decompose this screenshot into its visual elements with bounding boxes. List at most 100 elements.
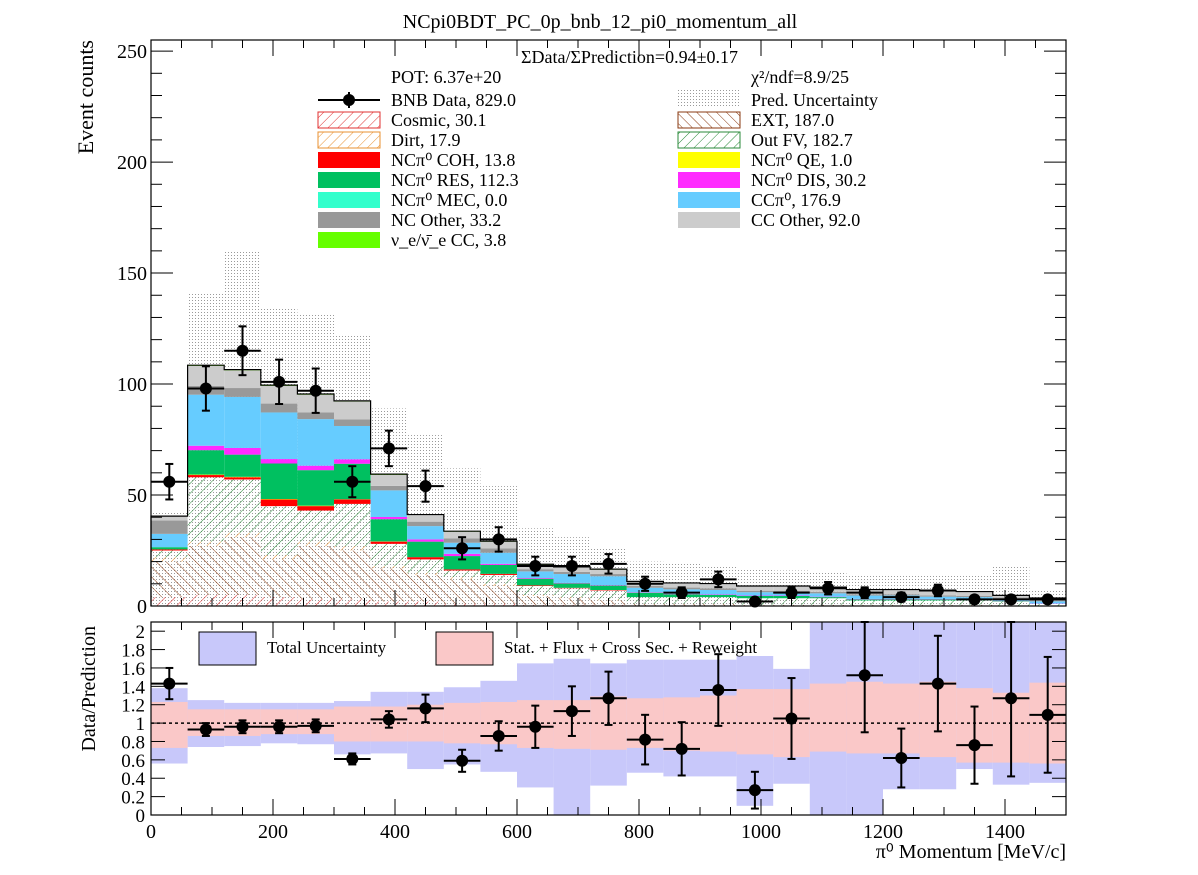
stack-bar — [151, 520, 188, 534]
chart-title: NCpi0BDT_PC_0p_bnb_12_pi0_momentum_all — [403, 11, 798, 33]
stack-bar — [151, 561, 188, 598]
ratio-marker — [712, 684, 725, 697]
data-marker — [1041, 593, 1054, 606]
ratio-point — [517, 704, 554, 749]
stack-bar — [553, 598, 591, 605]
stack-bar — [187, 594, 225, 606]
legend-swatch — [678, 192, 740, 208]
legend-swatch — [677, 131, 741, 149]
stack-bar — [590, 574, 627, 577]
stack-bar — [260, 459, 298, 464]
ratio-marker — [895, 752, 908, 765]
data-marker — [236, 344, 249, 357]
stack-bar — [407, 559, 444, 573]
stack-bar — [590, 585, 627, 591]
ratio-point — [480, 720, 517, 752]
stack-series-3 — [151, 477, 1066, 606]
data-point — [480, 526, 517, 553]
stack-bar — [700, 594, 737, 598]
stack-bar — [480, 563, 517, 565]
y-tick-label: 150 — [117, 263, 147, 285]
ratio-marker — [602, 692, 615, 705]
stack-bar — [919, 600, 957, 605]
ratio-marker — [748, 784, 761, 797]
stack-bar — [224, 537, 261, 595]
stack-bar — [370, 474, 408, 486]
stack-bar — [407, 557, 444, 560]
y-tick-label: 200 — [117, 152, 147, 174]
stack-bar — [663, 597, 700, 604]
stack-bar — [334, 550, 371, 600]
ratio-y-axis-label: Data/Prediction — [78, 626, 100, 752]
stack-bar — [370, 519, 408, 542]
legend-swatch — [678, 90, 740, 108]
legend-label: NCπ⁰ COH, 13.8 — [391, 150, 515, 170]
ratio-point — [663, 721, 700, 777]
stack-bar — [151, 533, 188, 548]
stack-bar — [260, 463, 298, 500]
ratio-legend-stat: Stat. + Flux + Cross Sec. + Reweight — [435, 631, 757, 666]
data-point — [334, 465, 371, 499]
stack-bar — [187, 477, 225, 542]
legend: BNB Data, 829.0 Pred. Uncertainty Cosmic, … — [317, 90, 878, 250]
stack-bar — [626, 603, 664, 606]
data-marker — [931, 584, 944, 597]
data-marker — [822, 582, 835, 595]
ratio-marker — [639, 733, 652, 746]
data-point — [407, 469, 444, 503]
ratio-marker — [456, 754, 469, 767]
legend-label: Dirt, 17.9 — [391, 130, 461, 150]
ratio-marker — [199, 723, 212, 736]
stack-bar — [480, 564, 517, 574]
data-point — [663, 586, 700, 600]
stack-bar — [407, 572, 444, 575]
ratio-marker — [529, 720, 542, 733]
data-marker — [419, 480, 432, 493]
data-marker — [895, 591, 908, 604]
stack-bar — [297, 412, 334, 420]
stack-bar — [187, 546, 225, 595]
ratio-marker — [346, 752, 359, 765]
stack-bar — [846, 600, 883, 605]
stack-bar — [260, 554, 298, 560]
header-ratio-text: ΣData/ΣPrediction=0.94±0.17 — [521, 47, 738, 67]
header-chi2-text: χ²/ndf=8.9/25 — [750, 67, 849, 87]
stack-bar — [736, 586, 774, 591]
legend-label: NCπ⁰ MEC, 0.0 — [391, 190, 507, 210]
ratio-point — [334, 752, 371, 766]
stack-bar — [334, 459, 371, 464]
stack-bar — [553, 583, 591, 588]
legend-item-series-3: Out FV, 182.7 — [677, 130, 853, 150]
stack-bar — [334, 425, 371, 460]
data-point — [992, 593, 1030, 606]
data-marker — [858, 586, 871, 599]
stack-bar — [919, 596, 957, 599]
y-axis-label: Event counts — [73, 40, 98, 154]
stack-bar — [297, 541, 334, 547]
stack-bar — [151, 549, 188, 551]
stack-bar — [297, 470, 334, 506]
data-point — [736, 595, 774, 608]
stack-bar — [187, 445, 225, 451]
data-marker — [529, 560, 542, 573]
stack-bar — [443, 577, 481, 580]
ratio-point — [883, 727, 920, 789]
data-point — [553, 555, 591, 577]
ratio-marker — [273, 720, 286, 733]
legend-label: BNB Data, 829.0 — [391, 90, 516, 110]
data-point — [590, 553, 627, 575]
legend-swatch — [318, 172, 380, 188]
stack-bar — [151, 547, 188, 550]
ratio-point — [626, 713, 664, 766]
legend-item-series-12: ν_e/ν̄_e CC, 3.8 — [318, 230, 506, 250]
header-pot-text: POT: 6.37e+20 — [391, 67, 501, 87]
x-axis-label: π⁰ Momentum [MeV/c] — [876, 841, 1066, 863]
legend-item-series-7: NCπ⁰ DIS, 30.2 — [678, 170, 866, 190]
ratio-point — [773, 677, 810, 760]
legend-item-series-9: CCπ⁰, 176.9 — [678, 190, 841, 210]
ratio-marker — [492, 729, 505, 742]
stack-bar — [517, 596, 554, 605]
stack-bar — [370, 543, 408, 567]
